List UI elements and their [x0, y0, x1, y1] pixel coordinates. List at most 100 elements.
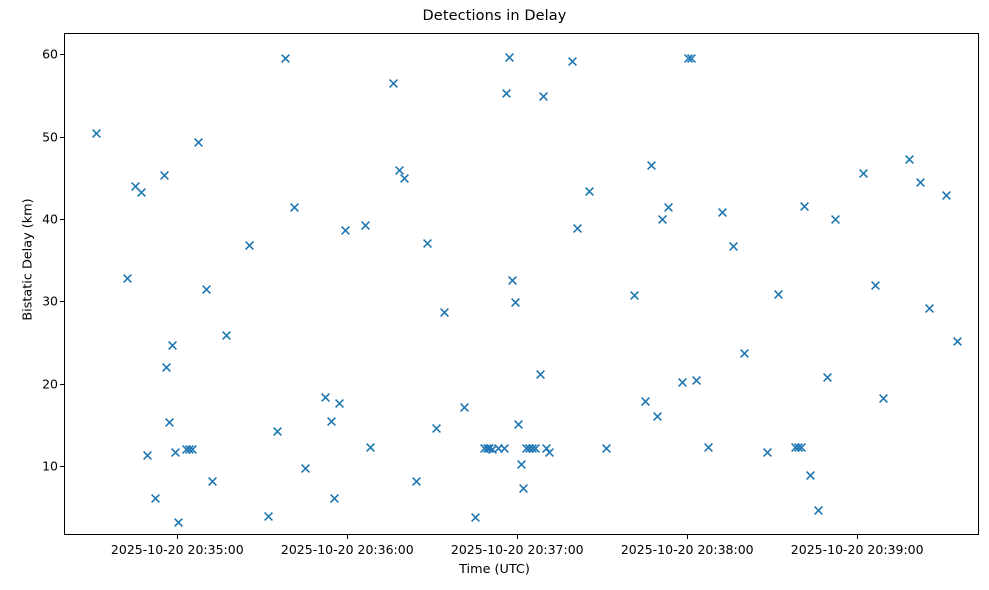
scatter-marker — [149, 492, 162, 505]
scatter-marker — [645, 159, 658, 172]
scatter-marker — [716, 206, 729, 219]
scatter-marker — [523, 442, 536, 455]
scatter-marker — [186, 443, 199, 456]
scatter-marker — [328, 492, 341, 505]
scatter-marker — [492, 442, 505, 455]
y-tick-mark — [60, 383, 64, 385]
scatter-marker — [628, 289, 641, 302]
x-tick-label: 2025-10-20 20:38:00 — [620, 542, 754, 557]
y-tick-mark — [60, 301, 64, 303]
scatter-marker — [200, 283, 213, 296]
scatter-marker — [500, 87, 513, 100]
y-tick-label: 10 — [42, 458, 58, 474]
scatter-marker — [662, 201, 675, 214]
scatter-marker — [656, 213, 669, 226]
scatter-marker — [183, 443, 196, 456]
scatter-marker — [795, 441, 808, 454]
x-tick-mark — [517, 535, 519, 539]
scatter-marker — [333, 397, 346, 410]
x-tick-label: 2025-10-20 20:37:00 — [450, 542, 584, 557]
scatter-marker — [829, 213, 842, 226]
scatter-marker — [279, 52, 292, 65]
scatter-marker — [772, 288, 785, 301]
y-axis-label: Bistatic Delay (km) — [20, 198, 36, 321]
y-tick-mark — [60, 218, 64, 220]
scatter-marker — [166, 339, 179, 352]
scatter-marker — [192, 136, 205, 149]
x-tick-mark — [857, 535, 859, 539]
y-tick-mark — [60, 465, 64, 467]
scatter-marker — [121, 272, 134, 285]
y-tick-label: 40 — [42, 211, 58, 227]
scatter-marker — [789, 441, 802, 454]
scatter-marker — [951, 335, 964, 348]
scatter-marker — [540, 442, 553, 455]
scatter-marker — [761, 446, 774, 459]
y-tick-mark — [60, 54, 64, 56]
scatter-marker — [180, 443, 193, 456]
scatter-marker — [129, 180, 142, 193]
scatter-marker — [566, 55, 579, 68]
x-tick-mark — [347, 535, 349, 539]
scatter-marker — [503, 51, 516, 64]
y-tick-label: 50 — [42, 129, 58, 145]
scatter-marker — [639, 395, 652, 408]
scatter-marker — [364, 441, 377, 454]
scatter-marker — [169, 446, 182, 459]
scatter-marker — [160, 361, 173, 374]
y-tick-mark — [60, 136, 64, 138]
x-tick-label: 2025-10-20 20:39:00 — [790, 542, 924, 557]
scatter-marker — [512, 418, 525, 431]
scatter-marker — [458, 401, 471, 414]
scatter-marker — [220, 329, 233, 342]
scatter-marker — [515, 458, 528, 471]
scatter-marker — [163, 416, 176, 429]
scatter-marker — [206, 475, 219, 488]
scatter-marker — [914, 176, 927, 189]
scatter-marker — [325, 415, 338, 428]
scatter-marker — [430, 422, 443, 435]
scatter-marker — [812, 504, 825, 517]
scatter-marker — [421, 237, 434, 250]
scatter-marker — [486, 443, 499, 456]
scatter-marker — [141, 449, 154, 462]
y-tick-label: 20 — [42, 376, 58, 392]
scatter-marker — [498, 442, 511, 455]
scatter-marker — [410, 475, 423, 488]
x-axis-label: Time (UTC) — [459, 562, 530, 577]
scatter-marker — [583, 185, 596, 198]
scatter-marker — [520, 442, 533, 455]
scatter-marker — [651, 410, 664, 423]
scatter-marker — [438, 306, 451, 319]
scatter-marker — [469, 511, 482, 524]
scatter-marker — [483, 442, 496, 455]
scatter-marker — [685, 52, 698, 65]
plot-area — [64, 33, 979, 535]
scatter-marker — [903, 153, 916, 166]
scatter-marker — [387, 77, 400, 90]
scatter-marker — [262, 510, 275, 523]
scatter-marker — [135, 186, 148, 199]
chart-title: Detections in Delay — [422, 8, 567, 24]
scatter-marker — [481, 442, 494, 455]
x-tick-label: 2025-10-20 20:36:00 — [280, 542, 414, 557]
scatter-marker — [690, 374, 703, 387]
scatter-marker — [526, 442, 539, 455]
scatter-marker — [158, 169, 171, 182]
y-tick-label: 60 — [42, 46, 58, 62]
scatter-marker — [682, 52, 695, 65]
scatter-marker — [738, 347, 751, 360]
scatter-marker — [821, 371, 834, 384]
scatter-marker — [517, 482, 530, 495]
scatter-marker — [804, 469, 817, 482]
scatter-marker — [398, 172, 411, 185]
scatter-marker — [537, 90, 550, 103]
scatter-marker — [792, 441, 805, 454]
y-tick-label: 30 — [42, 293, 58, 309]
scatter-marker — [727, 240, 740, 253]
scatter-marker — [339, 224, 352, 237]
scatter-marker — [90, 127, 103, 140]
scatter-marker — [271, 425, 284, 438]
scatter-marker — [172, 516, 185, 529]
